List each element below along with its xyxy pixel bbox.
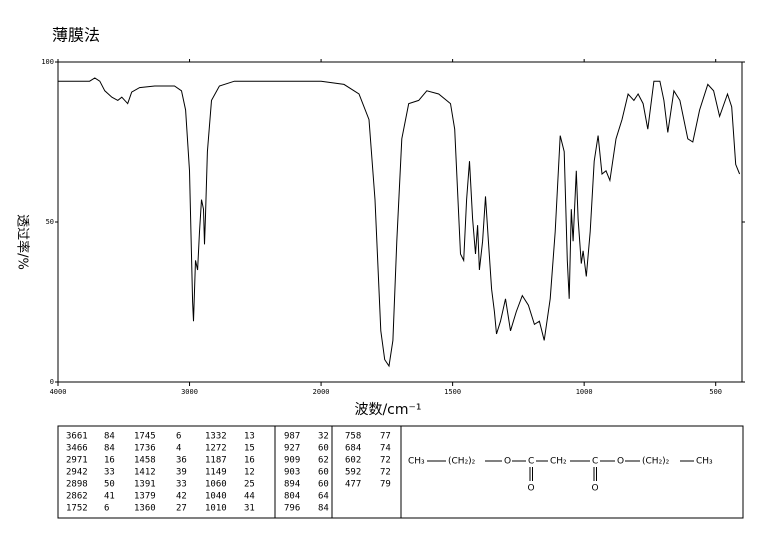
table-cell: 894	[284, 480, 300, 490]
table-cell: 684	[345, 444, 361, 454]
y-axis-label: 透过率/%	[15, 214, 31, 270]
formula-group: O	[617, 457, 624, 467]
x-tick-label: 4000	[50, 388, 67, 396]
table-cell: 84	[104, 432, 115, 442]
table-cell: 79	[380, 480, 391, 490]
formula-group: O	[504, 457, 511, 467]
table-cell: 1412	[134, 468, 156, 478]
x-tick-label: 1000	[576, 388, 593, 396]
table-cell: 33	[104, 468, 115, 478]
table-cell: 987	[284, 432, 300, 442]
table-cell: 15	[244, 444, 255, 454]
table-cell: 758	[345, 432, 361, 442]
table-cell: 6	[176, 432, 181, 442]
table-cell: 6	[104, 504, 109, 514]
table-cell: 74	[380, 444, 391, 454]
table-cell: 3466	[66, 444, 88, 454]
table-cell: 2898	[66, 480, 88, 490]
spectrum-line	[58, 77, 741, 368]
x-axis-label: 波数/cm⁻¹	[354, 402, 421, 418]
formula-group: (CH₂)₂	[448, 457, 476, 467]
formula-group: C	[528, 457, 534, 467]
table-cell: 1149	[205, 468, 227, 478]
table-cell: 804	[284, 492, 300, 502]
table-cell: 4	[176, 444, 181, 454]
table-cell: 16	[244, 456, 255, 466]
y-tick-label: 100	[41, 58, 54, 66]
table-cell: 72	[380, 456, 391, 466]
x-tick-label: 2000	[313, 388, 330, 396]
table-cell: 64	[318, 492, 329, 502]
table-cell: 1272	[205, 444, 227, 454]
y-tick-label: 50	[46, 218, 54, 226]
table-cell: 796	[284, 504, 300, 514]
table-cell: 39	[176, 468, 187, 478]
table-cell: 1391	[134, 480, 156, 490]
table-cell: 42	[176, 492, 187, 502]
formula-group: CH₃	[696, 457, 713, 467]
table-cell: 592	[345, 468, 361, 478]
table-cell: 13	[244, 432, 255, 442]
table-cell: 25	[244, 480, 255, 490]
chart-title: 薄膜法	[52, 26, 100, 45]
carbonyl-oxygen: O	[527, 484, 534, 494]
table-cell: 77	[380, 432, 391, 442]
formula-group: C	[592, 457, 598, 467]
structure-formula: CH₃ (CH₂)₂ O C CH₂ C O (CH₂)₂ CH₃ O O	[408, 457, 713, 494]
table-cell: 1010	[205, 504, 227, 514]
table-cell: 60	[318, 468, 329, 478]
x-tick-label: 3000	[181, 388, 198, 396]
table-cell: 602	[345, 456, 361, 466]
table-cell: 1752	[66, 504, 88, 514]
table-cell: 36	[176, 456, 187, 466]
table-cell: 62	[318, 456, 329, 466]
x-tick-label: 500	[709, 388, 722, 396]
table-cell: 44	[244, 492, 255, 502]
table-cell: 16	[104, 456, 115, 466]
table-cell: 909	[284, 456, 300, 466]
carbonyl-oxygen: O	[591, 484, 598, 494]
table-cell: 27	[176, 504, 187, 514]
table-cell: 1060	[205, 480, 227, 490]
table-cell: 32	[318, 432, 329, 442]
formula-group: CH₃	[408, 457, 425, 467]
table-cell: 3661	[66, 432, 88, 442]
table-cell: 1458	[134, 456, 156, 466]
table-cell: 2971	[66, 456, 88, 466]
table-cell: 1040	[205, 492, 227, 502]
table-cell: 33	[176, 480, 187, 490]
table-cell: 84	[104, 444, 115, 454]
table-cell: 903	[284, 468, 300, 478]
table-cell: 2862	[66, 492, 88, 502]
table-cell: 60	[318, 444, 329, 454]
table-cell: 1745	[134, 432, 156, 442]
table-cell: 12	[244, 468, 255, 478]
formula-group: CH₂	[550, 457, 567, 467]
table-cell: 41	[104, 492, 115, 502]
table-cell: 1736	[134, 444, 156, 454]
table-cell: 72	[380, 468, 391, 478]
formula-group: (CH₂)₂	[642, 457, 670, 467]
table-cell: 927	[284, 444, 300, 454]
plot-frame	[57, 61, 743, 383]
table-cell: 1332	[205, 432, 227, 442]
table-cell: 1360	[134, 504, 156, 514]
table-cell: 84	[318, 504, 329, 514]
table-cell: 1379	[134, 492, 156, 502]
table-cell: 50	[104, 480, 115, 490]
table-cell: 2942	[66, 468, 88, 478]
table-cell: 31	[244, 504, 255, 514]
y-tick-label: 0	[50, 378, 54, 386]
table-cell: 1187	[205, 456, 227, 466]
x-tick-label: 1500	[444, 388, 461, 396]
table-cell: 60	[318, 480, 329, 490]
table-cell: 477	[345, 480, 361, 490]
